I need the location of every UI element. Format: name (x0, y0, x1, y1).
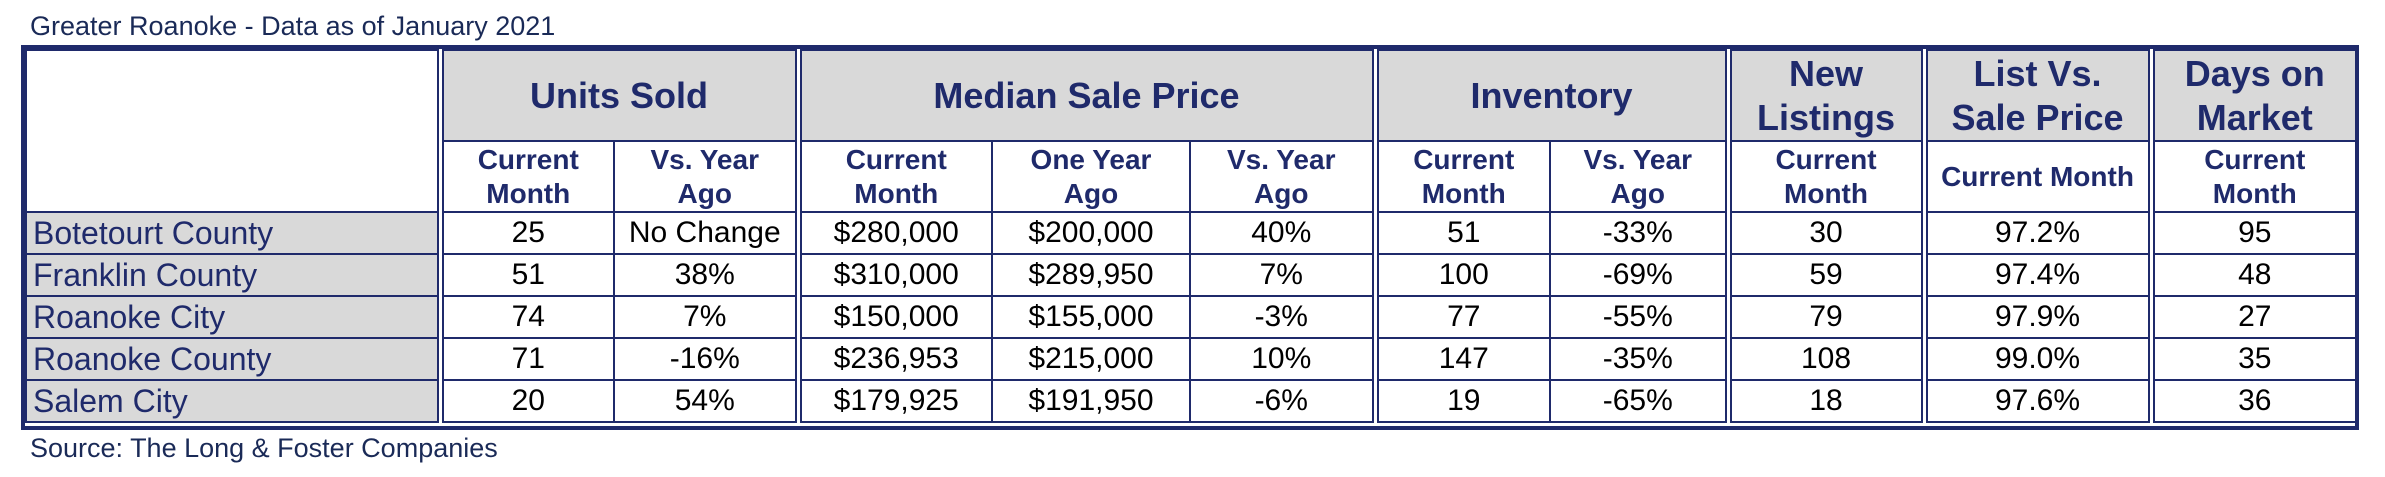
cell-new-listings: 30 (1724, 211, 1925, 255)
cell-inventory-vs: -65% (1549, 379, 1729, 423)
subheader-vs-year-ago: Vs. Year Ago (613, 140, 799, 213)
group-header-list-vs-sale: List Vs. Sale Price (1920, 49, 2152, 142)
table-row: Botetourt County 25 No Change $280,000 $… (25, 211, 2357, 255)
header-line: Sale Price (1951, 96, 2124, 138)
cell-days-on-market: 48 (2147, 253, 2357, 297)
group-header-new-listings: New Listings (1724, 49, 1925, 142)
cell-list-vs-sale: 97.6% (1920, 379, 2152, 423)
cell-units-vs-year: 38% (613, 253, 799, 297)
corner-cell (25, 49, 441, 213)
cell-list-vs-sale: 99.0% (1920, 337, 2152, 381)
group-header-days-on-market: Days on Market (2147, 49, 2357, 142)
cell-inventory: 147 (1371, 337, 1551, 381)
cell-median-price-prev: $215,000 (991, 337, 1191, 381)
cell-units-sold: 51 (436, 253, 615, 297)
subheader-current-month: Current Month (1920, 140, 2152, 213)
group-header-inventory: Inventory (1371, 49, 1729, 142)
cell-new-listings: 59 (1724, 253, 1925, 297)
cell-units-vs-year: 54% (613, 379, 799, 423)
subheader-current-month: Current Month (436, 140, 615, 213)
cell-list-vs-sale: 97.9% (1920, 295, 2152, 339)
subheader-one-year-ago: One Year Ago (991, 140, 1191, 213)
group-header-median-sale-price: Median Sale Price (794, 49, 1376, 142)
cell-list-vs-sale: 97.2% (1920, 211, 2152, 255)
cell-units-sold: 71 (436, 337, 615, 381)
cell-new-listings: 18 (1724, 379, 1925, 423)
cell-median-price-vs: 10% (1189, 337, 1376, 381)
group-header-units-sold: Units Sold (436, 49, 799, 142)
cell-median-price: $179,925 (794, 379, 993, 423)
cell-new-listings: 108 (1724, 337, 1925, 381)
row-label: Roanoke City (25, 295, 441, 339)
table-row: Roanoke City 74 7% $150,000 $155,000 -3%… (25, 295, 2357, 339)
row-label: Franklin County (25, 253, 441, 297)
subheader-current-month: Current Month (1371, 140, 1551, 213)
cell-median-price-vs: -3% (1189, 295, 1376, 339)
subheader-vs-year-ago: Vs. Year Ago (1189, 140, 1376, 213)
cell-inventory-vs: -69% (1549, 253, 1729, 297)
cell-inventory-vs: -35% (1549, 337, 1729, 381)
market-data-table: Units Sold Median Sale Price Inventory N… (25, 49, 2357, 423)
subheader-current-month: Current Month (1724, 140, 1925, 213)
row-label: Salem City (25, 379, 441, 423)
subheader-current-month: Current Month (2147, 140, 2357, 213)
cell-days-on-market: 95 (2147, 211, 2357, 255)
row-label: Roanoke County (25, 337, 441, 381)
cell-units-sold: 20 (436, 379, 615, 423)
subheader-vs-year-ago: Vs. Year Ago (1549, 140, 1729, 213)
header-line: Listings (1756, 96, 1895, 138)
cell-units-vs-year: No Change (613, 211, 799, 255)
cell-median-price-prev: $289,950 (991, 253, 1191, 297)
cell-units-sold: 74 (436, 295, 615, 339)
cell-median-price-vs: -6% (1189, 379, 1376, 423)
cell-inventory: 51 (1371, 211, 1551, 255)
cell-inventory: 100 (1371, 253, 1551, 297)
cell-median-price-vs: 7% (1189, 253, 1376, 297)
cell-days-on-market: 27 (2147, 295, 2357, 339)
cell-median-price-prev: $155,000 (991, 295, 1191, 339)
cell-list-vs-sale: 97.4% (1920, 253, 2152, 297)
cell-median-price-vs: 40% (1189, 211, 1376, 255)
header-line: Market (2196, 96, 2313, 138)
cell-days-on-market: 36 (2147, 379, 2357, 423)
cell-median-price: $236,953 (794, 337, 993, 381)
table-row: Franklin County 51 38% $310,000 $289,950… (25, 253, 2357, 297)
cell-units-vs-year: -16% (613, 337, 799, 381)
cell-median-price: $150,000 (794, 295, 993, 339)
cell-inventory: 19 (1371, 379, 1551, 423)
source-note: Source: The Long & Foster Companies (30, 433, 498, 463)
table-row: Roanoke County 71 -16% $236,953 $215,000… (25, 337, 2357, 381)
header-line: Days on (2184, 52, 2325, 94)
table-frame (21, 45, 2359, 430)
cell-inventory-vs: -55% (1549, 295, 1729, 339)
cell-inventory: 77 (1371, 295, 1551, 339)
cell-inventory-vs: -33% (1549, 211, 1729, 255)
cell-median-price: $280,000 (794, 211, 993, 255)
table-caption: Greater Roanoke - Data as of January 202… (30, 11, 556, 41)
subheader-current-month: Current Month (794, 140, 993, 213)
cell-units-sold: 25 (436, 211, 615, 255)
cell-median-price-prev: $191,950 (991, 379, 1191, 423)
header-line: New (1788, 52, 1864, 94)
header-line: List Vs. (1973, 52, 2102, 94)
cell-units-vs-year: 7% (613, 295, 799, 339)
table-row: Salem City 20 54% $179,925 $191,950 -6% … (25, 379, 2357, 423)
cell-days-on-market: 35 (2147, 337, 2357, 381)
cell-median-price-prev: $200,000 (991, 211, 1191, 255)
cell-median-price: $310,000 (794, 253, 993, 297)
cell-new-listings: 79 (1724, 295, 1925, 339)
row-label: Botetourt County (25, 211, 441, 255)
